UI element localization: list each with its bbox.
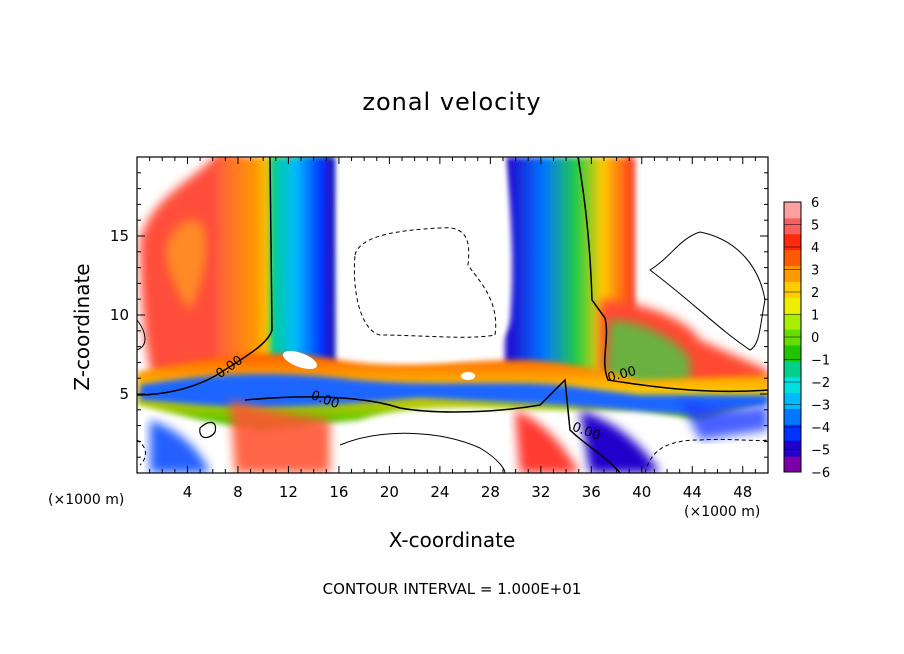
x-tick-label: 32 (531, 483, 550, 501)
chart-title: zonal velocity (362, 88, 542, 116)
x-tick-label: 12 (279, 483, 298, 501)
y-tick-label: 10 (110, 306, 129, 324)
x-axis-label: X-coordinate (0, 528, 904, 552)
x-tick-label: 8 (233, 483, 243, 501)
colorbar-segment (784, 265, 801, 282)
colorbar-tick-label: −2 (811, 376, 830, 391)
velocity-field (137, 157, 768, 473)
colorbar-tick-label: 5 (811, 219, 819, 234)
colorbar-tick-label: −4 (811, 421, 830, 436)
colorbar-tick-label: −5 (811, 444, 830, 459)
colorbar-frame (783, 201, 802, 473)
colorbar-segment (784, 297, 801, 314)
y-tick-label: 5 (119, 385, 129, 403)
x-tick-label: 40 (632, 483, 651, 501)
colorbar-tick-label: 3 (811, 264, 819, 279)
colorbar-segment (784, 456, 801, 473)
x-tick-label: 16 (329, 483, 348, 501)
y-axis-label: Z-coordinate (70, 263, 94, 391)
contour-label: 0.00 (606, 364, 638, 386)
colorbar-segment (784, 281, 801, 298)
x-unit-label-left: (×1000 m) (48, 492, 125, 508)
contour-interval-text: CONTOUR INTERVAL = 1.000E+01 (322, 580, 582, 598)
contour-label: 0.00 (213, 353, 245, 382)
x-unit-label-right: (×1000 m) (684, 504, 761, 520)
colorbar-segment (784, 233, 801, 251)
x-tick-label: 4 (183, 483, 193, 501)
plot-frame (136, 156, 769, 474)
colorbar-segment (784, 360, 801, 378)
colorbar-tick-label: 0 (811, 331, 819, 346)
colorbar-tick-label: −3 (811, 399, 830, 414)
x-tick-label: 28 (481, 483, 500, 501)
x-axis-label-text: X-coordinate (388, 528, 516, 552)
contour-interval-note: CONTOUR INTERVAL = 1.000E+01 (0, 580, 904, 598)
x-tick-label: 20 (380, 483, 399, 501)
colorbar-segment (784, 217, 801, 235)
colorbar-tick-label: 2 (811, 286, 819, 301)
colorbar-tick-label: −6 (811, 466, 830, 481)
x-tick-label: 44 (683, 483, 702, 501)
colorbar-tick-label: 4 (811, 241, 819, 256)
colorbar-segment (784, 424, 801, 441)
colorbar-tick-label: 1 (811, 309, 819, 324)
x-tick-label: 24 (430, 483, 449, 501)
colorbar-tick-label: −1 (811, 354, 830, 369)
x-tick-label: 36 (582, 483, 601, 501)
colorbar-segment (784, 344, 801, 362)
colorbar-segment (784, 440, 801, 457)
contour-label: 0.00 (309, 388, 341, 412)
x-tick-label: 48 (733, 483, 752, 501)
colorbar-segment (784, 313, 801, 330)
colorbar-segment (784, 392, 801, 409)
colorbar-segment (784, 249, 801, 267)
colorbar-tick-label: 6 (811, 196, 819, 211)
colorbar-segment (784, 329, 801, 346)
contour-label: 0.00 (570, 420, 602, 444)
y-tick-label: 15 (110, 227, 129, 245)
colorbar-segment (784, 376, 801, 394)
colorbar-segment (784, 202, 801, 219)
colorbar-segment (784, 408, 801, 425)
